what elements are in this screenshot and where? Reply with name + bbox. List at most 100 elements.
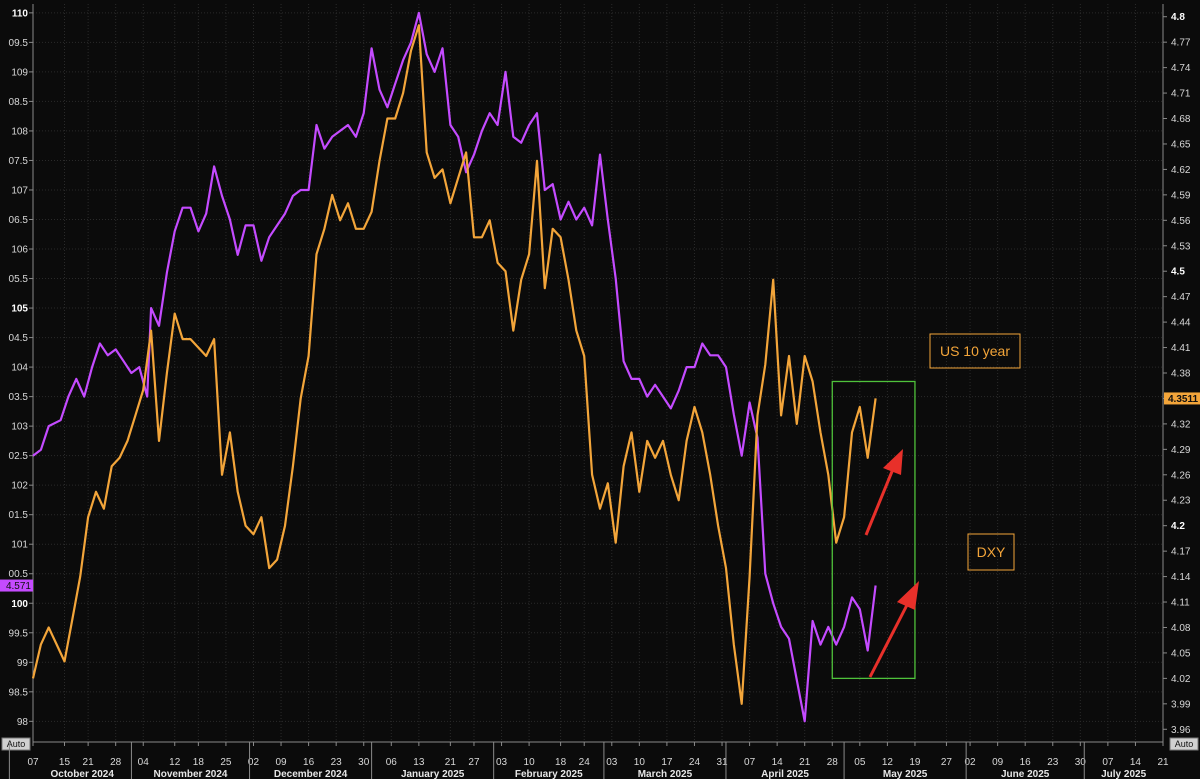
left-tick-label: 108 bbox=[11, 126, 28, 137]
right-tick-label: 4.05 bbox=[1171, 648, 1191, 659]
right-tick-label: 4.77 bbox=[1171, 38, 1191, 49]
highlight-box bbox=[831, 380, 916, 680]
right-tick-label: 4.62 bbox=[1171, 165, 1191, 176]
right-tick-label: 4.11 bbox=[1171, 598, 1190, 609]
x-tick-label: 10 bbox=[524, 757, 536, 768]
x-tick-label: 16 bbox=[303, 757, 315, 768]
x-tick-label: 14 bbox=[772, 757, 784, 768]
us10-label: US 10 year bbox=[940, 343, 1010, 359]
right-axis: 4.8 4.77 4.74 4.71 4.68 4.65 4.62 4.59 4.56 4.53 4… bbox=[1162, 4, 1200, 751]
left-tick-label: 04.5 bbox=[9, 333, 29, 344]
left-tick-label: 106 bbox=[11, 245, 28, 256]
left-current-value-tag bbox=[0, 579, 33, 592]
right-tick-label: 4.44 bbox=[1171, 318, 1191, 329]
left-current-value: 4.571 bbox=[6, 581, 31, 592]
left-tick-label: 00.5 bbox=[9, 569, 29, 580]
x-tick-label: 27 bbox=[941, 757, 953, 768]
right-tick-label: 4.14 bbox=[1171, 572, 1191, 583]
month-label: June 2025 bbox=[1001, 769, 1050, 779]
x-tick-label: 12 bbox=[882, 757, 894, 768]
series-line-0 bbox=[32, 11, 877, 723]
x-tick-label: 25 bbox=[220, 757, 232, 768]
x-tick-label: 24 bbox=[579, 757, 591, 768]
right-tick-label: 4.02 bbox=[1171, 674, 1191, 685]
right-current-value-tag bbox=[1164, 392, 1200, 405]
left-tick-label: 98 bbox=[17, 717, 29, 728]
right-tick-label: 4.17 bbox=[1171, 547, 1191, 558]
x-tick-label: 15 bbox=[59, 757, 71, 768]
x-tick-label: 04 bbox=[138, 757, 150, 768]
right-tick-label: 3.96 bbox=[1171, 725, 1191, 736]
right-tick-label: 4.08 bbox=[1171, 623, 1191, 634]
x-tick-label: 28 bbox=[827, 757, 839, 768]
month-label: February 2025 bbox=[515, 769, 583, 779]
right-tick-label: 4.68 bbox=[1171, 114, 1191, 125]
left-tick-label: 102 bbox=[11, 481, 28, 492]
month-label: November 2024 bbox=[154, 769, 228, 779]
left-tick-label: 01.5 bbox=[9, 510, 29, 521]
x-tick-label: 17 bbox=[661, 757, 673, 768]
right-tick-label: 4.74 bbox=[1171, 63, 1191, 74]
x-tick-label: 09 bbox=[992, 757, 1004, 768]
dxy-label: DXY bbox=[977, 544, 1006, 560]
x-tick-label: 03 bbox=[496, 757, 508, 768]
x-axis: 07 15 21 28 04 12 18 25 02 09 16 23 30 06 13 21 27 03 10 18… bbox=[8, 741, 1169, 779]
month-label: May 2025 bbox=[883, 769, 928, 779]
month-label: April 2025 bbox=[761, 769, 809, 779]
right-tick-label: 4.41 bbox=[1171, 343, 1191, 354]
month-label: October 2024 bbox=[51, 769, 115, 779]
right-tick-label: 4.59 bbox=[1171, 190, 1191, 201]
right-tick-label: 4.29 bbox=[1171, 445, 1191, 456]
left-tick-label: 09.5 bbox=[9, 38, 29, 49]
x-tick-label: 07 bbox=[27, 757, 39, 768]
right-auto-button bbox=[1169, 737, 1199, 751]
x-tick-label: 24 bbox=[689, 757, 701, 768]
up-arrow-us10-icon bbox=[864, 449, 903, 536]
right-tick-label: 4.32 bbox=[1171, 419, 1191, 430]
x-tick-label: 07 bbox=[744, 757, 756, 768]
right-current-value: 4.3511 bbox=[1168, 394, 1198, 405]
left-tick-label: 05.5 bbox=[9, 274, 29, 285]
us10-label-box: US 10 year bbox=[929, 333, 1021, 369]
x-tick-label: 18 bbox=[555, 757, 567, 768]
x-tick-label: 28 bbox=[110, 757, 122, 768]
left-tick-label: 104 bbox=[11, 363, 28, 374]
right-tick-label: 4.47 bbox=[1171, 292, 1191, 303]
x-tick-label: 21 bbox=[83, 757, 95, 768]
right-tick-label: 4.2 bbox=[1171, 521, 1185, 532]
grid bbox=[32, 4, 1164, 742]
x-tick-label: 07 bbox=[1102, 757, 1114, 768]
x-tick-label: 21 bbox=[799, 757, 811, 768]
series-line-1 bbox=[31, 24, 877, 705]
right-tick-label: 4.5 bbox=[1171, 267, 1185, 278]
month-label: March 2025 bbox=[638, 769, 693, 779]
x-tick-label: 30 bbox=[358, 757, 370, 768]
x-tick-label: 31 bbox=[716, 757, 728, 768]
right-auto-label: Auto bbox=[1175, 739, 1194, 749]
series-layer bbox=[31, 11, 877, 723]
left-auto-label: Auto bbox=[7, 739, 26, 749]
left-tick-label: 107 bbox=[11, 185, 28, 196]
x-tick-label: 05 bbox=[854, 757, 866, 768]
left-tick-label: 99.5 bbox=[9, 628, 29, 639]
left-tick-label: 03.5 bbox=[9, 392, 29, 403]
x-tick-label: 23 bbox=[1047, 757, 1059, 768]
right-tick-label: 4.53 bbox=[1171, 241, 1191, 252]
left-axis: 110 09.5 109 08.5 108 07.5 107 06.5 106 05.5 105 04… bbox=[0, 4, 34, 751]
x-tick-label: 30 bbox=[1075, 757, 1087, 768]
right-tick-label: 4.71 bbox=[1171, 89, 1191, 100]
month-label: December 2024 bbox=[274, 769, 348, 779]
x-tick-label: 21 bbox=[1157, 757, 1169, 768]
left-tick-label: 98.5 bbox=[9, 687, 29, 698]
x-tick-label: 02 bbox=[965, 757, 977, 768]
left-tick-label: 101 bbox=[11, 540, 28, 551]
x-tick-label: 16 bbox=[1020, 757, 1032, 768]
right-tick-label: 3.99 bbox=[1171, 699, 1191, 710]
right-tick-label: 4.65 bbox=[1171, 139, 1191, 150]
x-tick-label: 19 bbox=[909, 757, 921, 768]
up-arrow-dxy-icon bbox=[868, 581, 919, 678]
x-tick-label: 06 bbox=[386, 757, 398, 768]
dxy-label-box: DXY bbox=[967, 533, 1015, 571]
